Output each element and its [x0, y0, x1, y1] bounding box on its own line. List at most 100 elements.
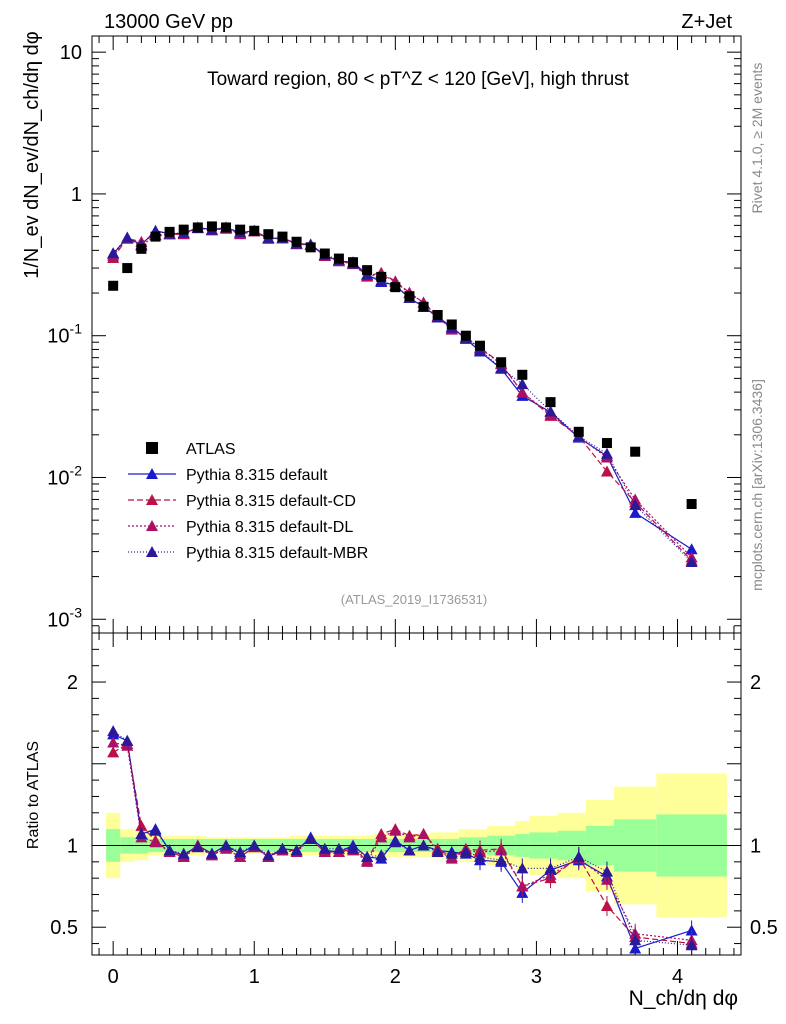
data-point — [319, 248, 330, 259]
data-point — [178, 224, 189, 235]
legend-label: Pythia 8.315 default-DL — [186, 519, 353, 536]
legend-marker — [146, 442, 158, 454]
ratio-point — [149, 836, 162, 848]
analysis-label: (ATLAS_2019_I1736531) — [341, 592, 487, 607]
data-point — [277, 231, 288, 242]
series-pythia-8-315-default-dl — [107, 222, 698, 563]
data-point — [221, 222, 232, 233]
ratio-frame — [91, 632, 742, 956]
data-point — [573, 426, 584, 437]
legend-label: Pythia 8.315 default-MBR — [186, 545, 368, 562]
ratio-point — [107, 746, 120, 758]
ratio-point — [375, 849, 388, 861]
data-point — [686, 499, 697, 510]
data-point — [122, 263, 133, 274]
ratio-point — [473, 850, 486, 862]
x-tick-label: 1 — [249, 966, 260, 988]
ratio-point — [135, 819, 148, 831]
y-tick-label: 10-3 — [47, 604, 82, 631]
legend-marker — [146, 494, 158, 505]
ratio-y-tick-label-right: 1 — [750, 835, 761, 857]
x-tick-label: 0 — [108, 966, 119, 988]
ratio-point — [685, 924, 698, 936]
ratio-y-tick-label: 0.5 — [50, 917, 78, 939]
series-pythia-8-315-default-mbr — [107, 221, 698, 567]
main-frame — [91, 35, 742, 634]
legend-label: Pythia 8.315 default-CD — [186, 493, 356, 510]
energy-label: 13000 GeV pp — [104, 11, 233, 33]
ratio-point — [177, 847, 190, 859]
data-point — [348, 257, 359, 268]
ratio-point — [205, 847, 218, 859]
data-point — [249, 225, 260, 236]
main-panel-series — [107, 221, 698, 567]
ratio-point — [600, 865, 613, 877]
data-point — [474, 340, 485, 351]
series-atlas — [108, 221, 697, 510]
y-tick-label: 10-2 — [47, 462, 82, 489]
ratio-point — [403, 844, 416, 856]
ratio-point — [149, 824, 162, 836]
ratio-point — [495, 854, 508, 866]
ratio-point — [600, 899, 613, 911]
legend-entry: Pythia 8.315 default-CD — [128, 493, 356, 510]
data-point — [333, 253, 344, 264]
ratio-point — [417, 839, 430, 851]
ratio-point — [375, 831, 388, 843]
series-line — [112, 226, 693, 561]
ratio-point — [347, 842, 360, 854]
legend: ATLAS Pythia 8.315 default Pythia 8.315 de… — [128, 441, 368, 562]
ratio-point — [304, 832, 317, 844]
process-label: Z+Jet — [681, 11, 732, 33]
legend-entry: Pythia 8.315 default-DL — [128, 519, 353, 536]
ratio-point — [276, 842, 289, 854]
data-point — [418, 301, 429, 312]
data-point — [545, 397, 556, 408]
data-point — [495, 362, 508, 374]
ratio-y-tick-label: 1 — [67, 835, 78, 857]
ratio-point — [459, 846, 472, 858]
data-point — [630, 446, 641, 457]
ratio-point — [544, 862, 557, 874]
ratio-y-axis-label: Ratio to ATLAS — [25, 741, 42, 849]
data-point — [390, 282, 401, 293]
y-axis-label: 1/N_ev dN_ev/dN_ch/dη dφ — [21, 31, 43, 279]
data-point — [291, 236, 302, 247]
data-point — [516, 378, 529, 390]
axis-tick-labels: 0 1 2 3 4 10-3 10-2 10-1 1 10 0.5 0.5 1 1 2 2 — [47, 42, 778, 988]
ratio-point — [431, 846, 444, 858]
data-point — [362, 265, 373, 276]
data-point — [305, 242, 316, 253]
series-line — [112, 226, 693, 563]
data-point — [107, 247, 120, 259]
x-tick-label: 3 — [531, 966, 542, 988]
ratio-point — [234, 846, 247, 858]
ratio-y-tick-label-right: 0.5 — [750, 917, 778, 939]
legend-entry: ATLAS — [146, 441, 236, 458]
data-point — [629, 506, 642, 518]
legend-entry: Pythia 8.315 default — [128, 467, 328, 484]
ratio-point — [191, 841, 204, 853]
legend-marker — [146, 520, 158, 531]
data-point — [601, 438, 612, 449]
ratio-point — [163, 844, 176, 856]
ratio-point — [332, 842, 345, 854]
ratio-point — [389, 824, 402, 836]
ratio-panel-series — [107, 725, 698, 954]
ratio-series-pythia-8-315-default-mbr — [107, 725, 698, 954]
data-point — [685, 543, 698, 555]
data-point — [460, 330, 471, 341]
ratio-y-tick-label-right: 2 — [750, 672, 761, 694]
ratio-point — [135, 828, 148, 840]
data-point — [685, 555, 698, 567]
ratio-point — [445, 847, 458, 859]
data-point — [516, 386, 529, 398]
legend-marker — [146, 468, 158, 479]
data-point — [629, 493, 642, 505]
legend-marker — [146, 546, 158, 557]
side-rivet-label: Rivet 4.1.0, ≥ 2M events — [749, 63, 765, 214]
legend-label: Pythia 8.315 default — [186, 467, 328, 484]
legend-label: ATLAS — [186, 441, 236, 458]
ratio-point — [248, 839, 261, 851]
